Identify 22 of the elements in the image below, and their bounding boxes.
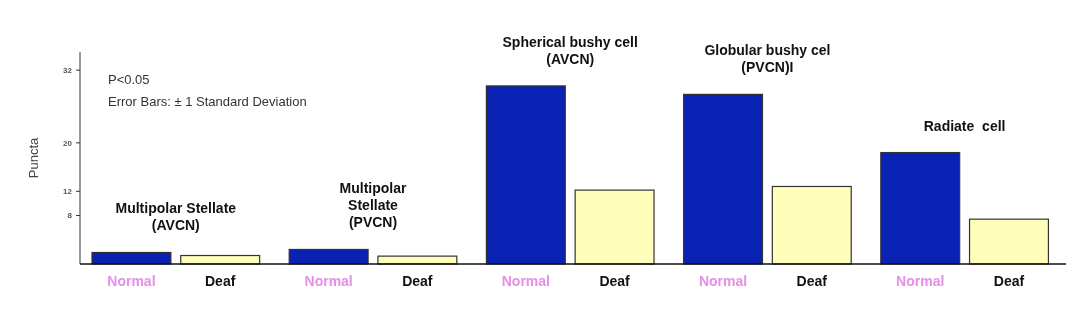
x-tick-label: Normal [304, 273, 353, 289]
annotation: Globular bushy cel (PVCN)I [704, 42, 831, 76]
y-tick-label: 12 [63, 187, 73, 197]
y-tick-label: 32 [63, 65, 73, 75]
y-tick-label: 8 [67, 211, 73, 221]
annotation: Multipolar Stellate (AVCN) [115, 200, 237, 234]
x-tick-label: Deaf [402, 273, 433, 289]
x-tick-label: Normal [107, 273, 156, 289]
x-tick-label: Deaf [796, 273, 828, 289]
x-tick-label: Normal [698, 273, 748, 289]
x-tick-label: Deaf [205, 273, 236, 289]
y-tick-label: 20 [63, 138, 73, 148]
annotation: Radiate cell [923, 117, 1006, 134]
x-tick-label: Normal [501, 273, 550, 289]
x-tick-label: Deaf [599, 273, 631, 289]
annotation: Spherical bushy cell (AVCN) [502, 33, 638, 67]
annotation: P<0.05 [108, 72, 150, 87]
x-tick-label: Normal [896, 273, 945, 289]
y-axis-title: Puncta [26, 137, 41, 179]
annotation: Error Bars: ± 1 Standard Deviation [108, 94, 307, 109]
x-tick-label: Deaf [993, 273, 1025, 289]
annotation: Multipolar Stellate (PVCN) [339, 180, 407, 231]
